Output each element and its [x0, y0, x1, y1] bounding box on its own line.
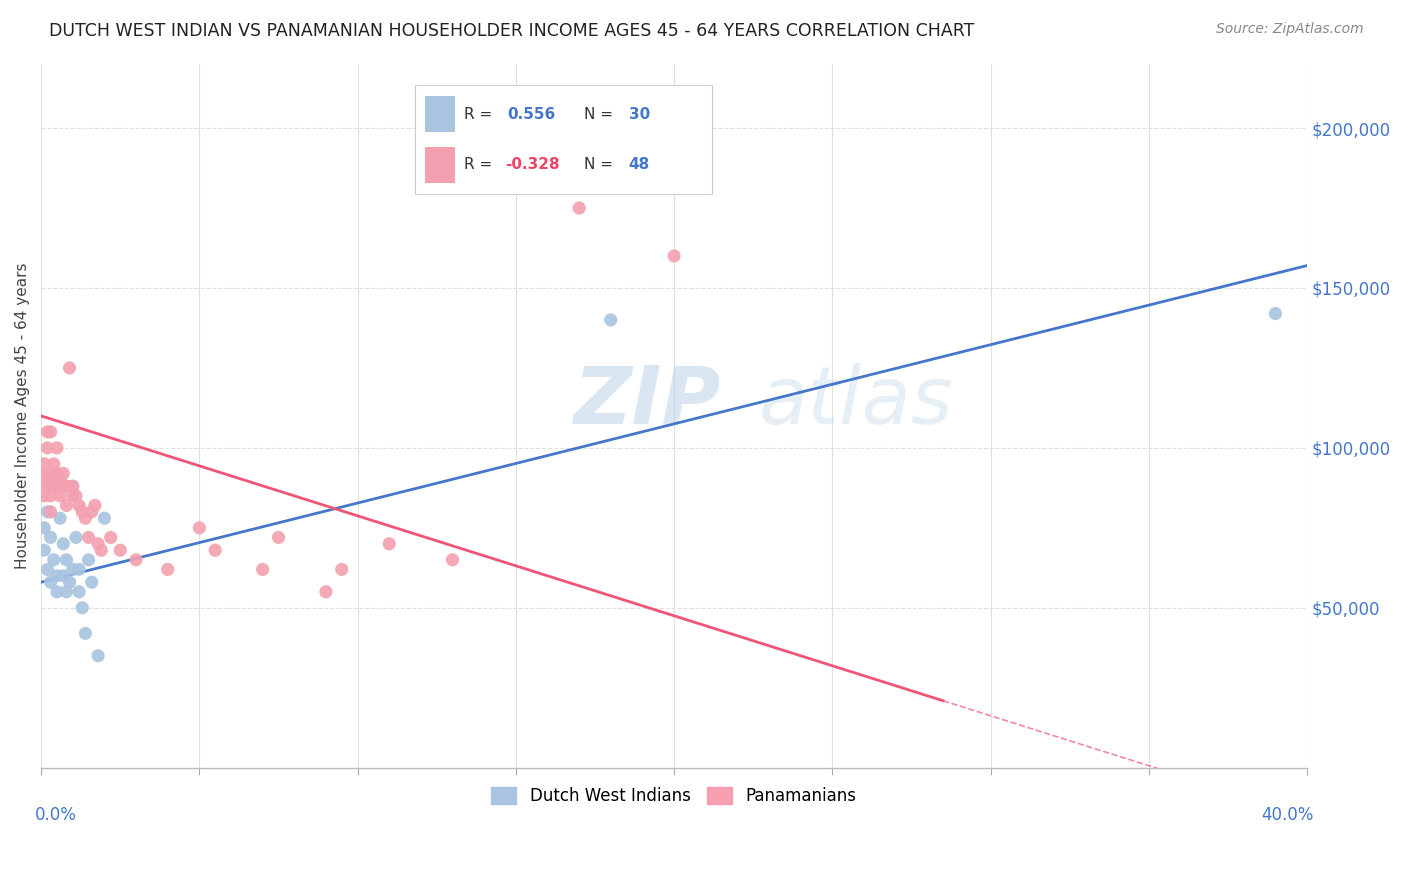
Point: [378, 537, 401, 551]
Point: [39, 467, 62, 481]
Point: [62, 489, 84, 503]
Point: [39, 489, 62, 503]
Point: [599, 313, 621, 327]
Point: [37, 562, 59, 576]
Point: [67, 584, 90, 599]
Point: [32, 457, 55, 471]
Point: [204, 543, 226, 558]
Point: [315, 584, 337, 599]
Point: [62, 479, 84, 493]
Point: [52, 537, 75, 551]
Point: [55, 584, 77, 599]
Point: [87, 648, 110, 663]
Text: ZIP: ZIP: [572, 363, 720, 441]
Point: [45, 584, 67, 599]
Point: [42, 479, 65, 493]
Point: [37, 441, 59, 455]
Point: [39, 530, 62, 544]
Point: [93, 511, 115, 525]
Point: [77, 530, 100, 544]
Point: [37, 505, 59, 519]
Point: [55, 499, 77, 513]
Point: [45, 467, 67, 481]
Point: [37, 425, 59, 439]
Point: [39, 505, 62, 519]
Point: [52, 467, 75, 481]
Point: [75, 511, 97, 525]
Point: [49, 473, 72, 487]
Point: [58, 575, 80, 590]
Text: Source: ZipAtlas.com: Source: ZipAtlas.com: [1216, 22, 1364, 37]
Text: 40.0%: 40.0%: [1261, 806, 1313, 824]
Point: [58, 360, 80, 375]
Point: [80, 505, 103, 519]
Point: [37, 473, 59, 487]
Point: [84, 499, 107, 513]
Y-axis label: Householder Income Ages 45 - 64 years: Householder Income Ages 45 - 64 years: [15, 262, 30, 569]
Point: [37, 479, 59, 493]
Point: [62, 479, 84, 493]
Point: [90, 543, 112, 558]
Text: 0.0%: 0.0%: [35, 806, 77, 824]
Point: [568, 201, 591, 215]
Point: [67, 499, 90, 513]
Point: [32, 467, 55, 481]
Point: [49, 511, 72, 525]
Point: [65, 530, 87, 544]
Point: [52, 569, 75, 583]
Point: [441, 553, 464, 567]
Point: [100, 530, 122, 544]
Point: [45, 441, 67, 455]
Point: [42, 553, 65, 567]
Point: [32, 543, 55, 558]
Point: [39, 425, 62, 439]
Point: [45, 479, 67, 493]
Point: [662, 249, 685, 263]
Point: [87, 537, 110, 551]
Point: [45, 569, 67, 583]
Point: [72, 505, 94, 519]
Point: [49, 489, 72, 503]
Point: [32, 521, 55, 535]
Point: [267, 530, 290, 544]
Point: [39, 575, 62, 590]
Point: [125, 553, 148, 567]
Point: [62, 562, 84, 576]
Point: [32, 489, 55, 503]
Point: [75, 626, 97, 640]
Point: [156, 562, 179, 576]
Text: DUTCH WEST INDIAN VS PANAMANIAN HOUSEHOLDER INCOME AGES 45 - 64 YEARS CORRELATIO: DUTCH WEST INDIAN VS PANAMANIAN HOUSEHOL…: [49, 22, 974, 40]
Point: [330, 562, 353, 576]
Point: [67, 562, 90, 576]
Text: atlas: atlas: [759, 363, 953, 441]
Point: [55, 553, 77, 567]
Point: [55, 479, 77, 493]
Point: [252, 562, 274, 576]
Point: [188, 521, 211, 535]
Point: [42, 473, 65, 487]
Point: [77, 553, 100, 567]
Point: [1264, 306, 1286, 320]
Point: [42, 457, 65, 471]
Legend: Dutch West Indians, Panamanians: Dutch West Indians, Panamanians: [485, 780, 863, 812]
Point: [65, 489, 87, 503]
Point: [72, 600, 94, 615]
Point: [110, 543, 132, 558]
Point: [52, 479, 75, 493]
Point: [80, 575, 103, 590]
Point: [49, 473, 72, 487]
